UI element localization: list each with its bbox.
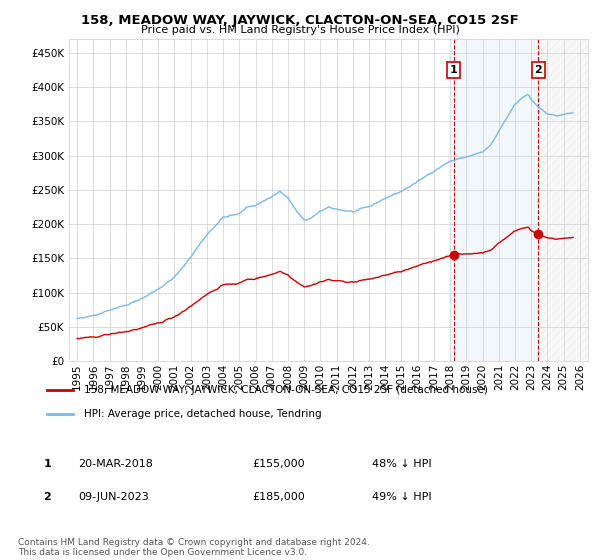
Text: 09-JUN-2023: 09-JUN-2023 xyxy=(78,492,149,502)
Text: 2: 2 xyxy=(44,492,51,502)
Text: 158, MEADOW WAY, JAYWICK, CLACTON-ON-SEA, CO15 2SF (detached house): 158, MEADOW WAY, JAYWICK, CLACTON-ON-SEA… xyxy=(83,385,487,395)
Text: 158, MEADOW WAY, JAYWICK, CLACTON-ON-SEA, CO15 2SF: 158, MEADOW WAY, JAYWICK, CLACTON-ON-SEA… xyxy=(81,14,519,27)
Text: 48% ↓ HPI: 48% ↓ HPI xyxy=(372,459,431,469)
Text: 49% ↓ HPI: 49% ↓ HPI xyxy=(372,492,431,502)
Bar xyxy=(454,39,538,361)
Text: 2: 2 xyxy=(535,65,542,75)
Text: HPI: Average price, detached house, Tendring: HPI: Average price, detached house, Tend… xyxy=(83,408,321,418)
Text: Price paid vs. HM Land Registry's House Price Index (HPI): Price paid vs. HM Land Registry's House … xyxy=(140,25,460,35)
Text: Contains HM Land Registry data © Crown copyright and database right 2024.
This d: Contains HM Land Registry data © Crown c… xyxy=(18,538,370,557)
Text: 20-MAR-2018: 20-MAR-2018 xyxy=(78,459,153,469)
Text: £185,000: £185,000 xyxy=(252,492,305,502)
Text: £155,000: £155,000 xyxy=(252,459,305,469)
Text: 1: 1 xyxy=(449,65,457,75)
Text: 1: 1 xyxy=(44,459,51,469)
Bar xyxy=(538,39,588,361)
